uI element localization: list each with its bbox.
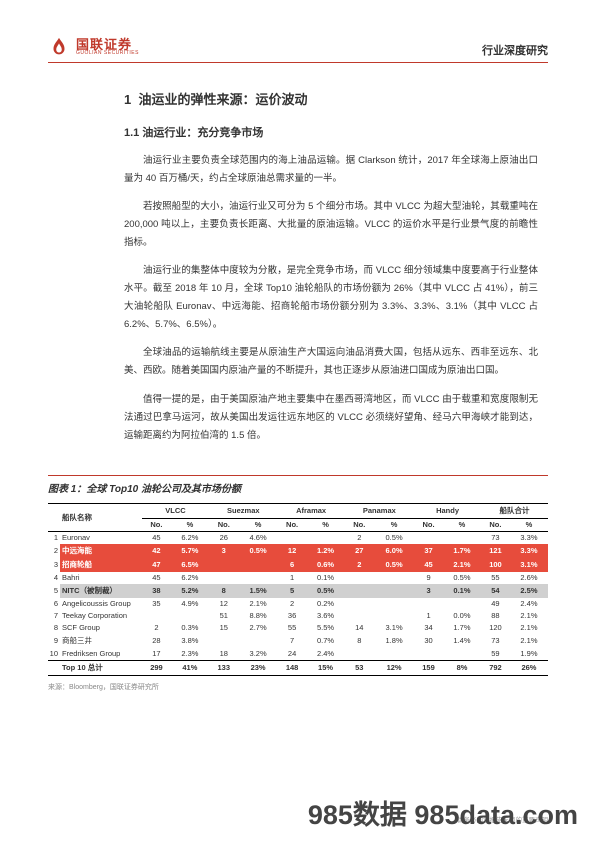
col-pct: % xyxy=(171,518,209,531)
col-no: No. xyxy=(142,518,171,531)
table-row: 7Teekay Corporation518.8%363.6%10.0%882.… xyxy=(48,610,548,622)
col-pct: % xyxy=(443,518,481,531)
flame-icon xyxy=(48,36,70,58)
paragraph: 若按照船型的大小，油运行业又可分为 5 个细分市场。其中 VLCC 为超大型油轮… xyxy=(124,198,538,252)
watermark-text: 985数据 985data.com xyxy=(308,793,578,832)
col-no: No. xyxy=(345,518,375,531)
brand-name-en: GUOLIAN SECURITIES xyxy=(76,51,139,56)
section-title: 油运业的弹性来源：运价波动 xyxy=(138,92,307,107)
table-total-row: Top 10 总计29941%13323%14815%5312%1598%792… xyxy=(48,660,548,675)
col-fleet-name: 船队名称 xyxy=(60,504,142,532)
table-row: 9商船三井283.8%70.7%81.8%301.4%732.1% xyxy=(48,634,548,648)
table-row: 2中远海能425.7%30.5%121.2%276.0%371.7%1213.3… xyxy=(48,544,548,558)
section-heading: 1 油运业的弹性来源：运价波动 xyxy=(124,89,538,108)
table-row: 6Angelicoussis Group354.9%122.1%20.2%492… xyxy=(48,598,548,610)
table-row: 5NITC（被制裁）385.2%81.5%50.5%30.1%542.5% xyxy=(48,584,548,598)
col-group: 船队合计 xyxy=(481,504,548,519)
body-content: 1 油运业的弹性来源：运价波动 1.1 油运行业：充分竞争市场 油运行业主要负责… xyxy=(48,89,548,445)
col-group: Suezmax xyxy=(209,504,278,519)
subsection-title: 油运行业：充分竞争市场 xyxy=(142,127,263,139)
paragraph: 全球油品的运输航线主要是从原油生产大国运向油品消费大国，包括从远东、西非至远东、… xyxy=(124,344,538,380)
paragraph: 油运行业主要负责全球范围内的海上油品运输。据 Clarkson 统计，2017 … xyxy=(124,152,538,188)
section-num: 1 xyxy=(124,92,131,107)
table-row: 8SCF Group20.3%152.7%555.5%143.1%341.7%1… xyxy=(48,622,548,634)
top10-table: 船队名称VLCCSuezmaxAframaxPanamaxHandy船队合计No… xyxy=(48,504,548,675)
table-block: 图表 1：全球 Top10 油轮公司及其市场份额 船队名称VLCCSuezmax… xyxy=(48,475,548,692)
col-group: Handy xyxy=(414,504,481,519)
table-row: 1Euronav456.2%264.6%20.5%733.3% xyxy=(48,531,548,544)
subsection-heading: 1.1 油运行业：充分竞争市场 xyxy=(124,124,538,140)
col-group: VLCC xyxy=(142,504,209,519)
table-row: 3招商轮船476.5%60.6%20.5%452.1%1003.1% xyxy=(48,558,548,572)
col-group: Aframax xyxy=(278,504,345,519)
col-no: No. xyxy=(481,518,510,531)
col-no: No. xyxy=(209,518,239,531)
col-pct: % xyxy=(239,518,278,531)
paragraph: 值得一提的是，由于美国原油产地主要集中在墨西哥湾地区，而 VLCC 由于载重和宽… xyxy=(124,391,538,445)
col-no: No. xyxy=(278,518,307,531)
col-pct: % xyxy=(510,518,548,531)
table-row: 10Fredriksen Group172.3%183.2%242.4%591.… xyxy=(48,648,548,661)
paragraph: 油运行业的集整体中度较为分散，是完全竞争市场，而 VLCC 细分领域集中度要高于… xyxy=(124,262,538,334)
col-no: No. xyxy=(414,518,443,531)
page-header: 国联证券 GUOLIAN SECURITIES 行业深度研究 xyxy=(48,36,548,63)
subsection-num: 1.1 xyxy=(124,127,139,139)
doc-type-label: 行业深度研究 xyxy=(482,42,548,58)
col-pct: % xyxy=(307,518,345,531)
col-group: Panamax xyxy=(345,504,415,519)
table-row: 4Bahri456.2%10.1%90.5%552.6% xyxy=(48,572,548,584)
col-pct: % xyxy=(374,518,414,531)
table-source: 来源：Bloomberg，国联证券研究所 xyxy=(48,682,548,692)
brand-logo: 国联证券 GUOLIAN SECURITIES xyxy=(48,36,139,58)
table-caption: 图表 1：全球 Top10 油轮公司及其市场份额 xyxy=(48,484,241,495)
